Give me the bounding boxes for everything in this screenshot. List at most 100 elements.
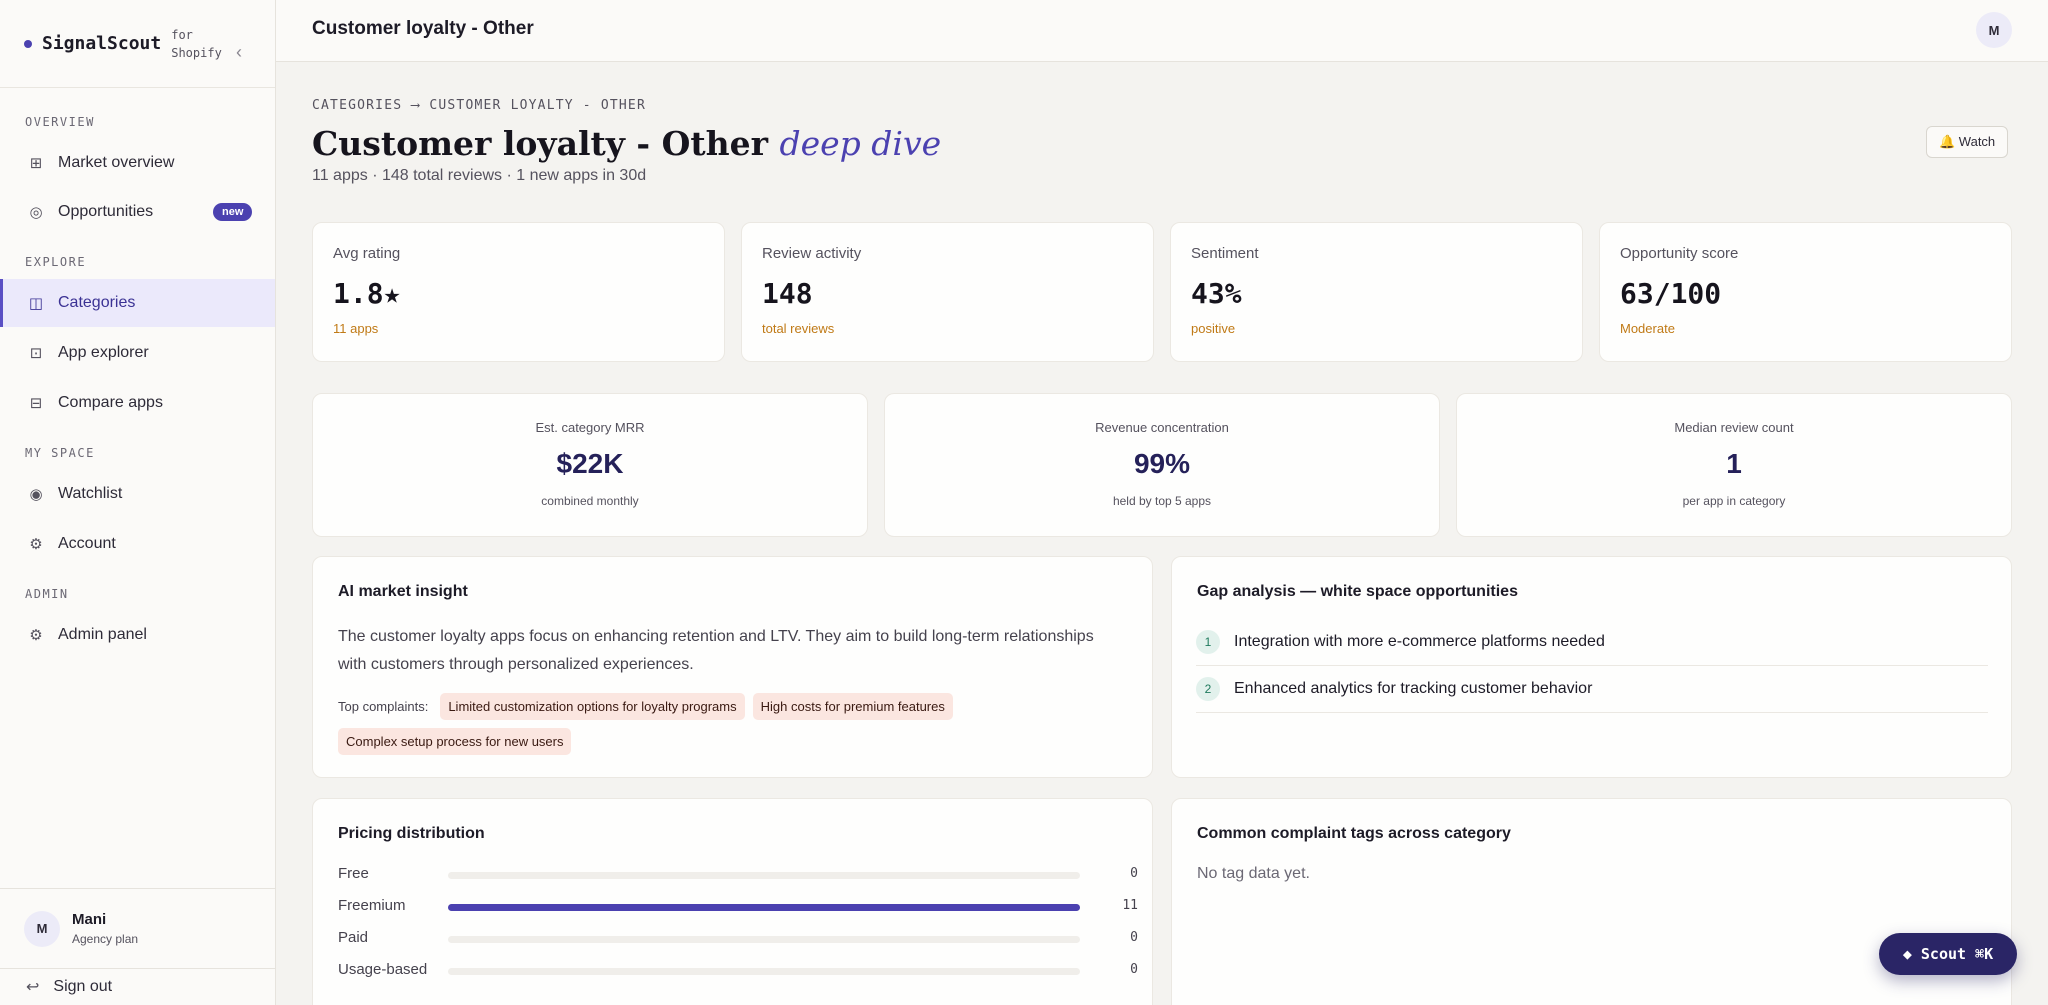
gap-text: Integration with more e-commerce platfor… bbox=[1234, 633, 1605, 650]
avatar: M bbox=[24, 910, 60, 947]
new-badge: new bbox=[213, 203, 253, 221]
nav-section-admin: ADMIN bbox=[25, 587, 69, 601]
sidebar-item-label: Watchlist bbox=[58, 485, 123, 502]
topbar: Customer loyalty - Other M bbox=[276, 0, 2048, 62]
chevron-left-icon[interactable]: ‹ bbox=[236, 42, 242, 62]
stat-value: 1.8★ bbox=[333, 277, 401, 310]
pricing-count: 0 bbox=[1130, 962, 1138, 977]
brand-dot-icon bbox=[24, 39, 32, 48]
card-title: AI market insight bbox=[338, 583, 468, 600]
kpi-card-revenue-concentration: Revenue concentration 99% held by top 5 … bbox=[884, 393, 1440, 537]
stat-label: Opportunity score bbox=[1620, 245, 1739, 262]
card-title: Common complaint tags across category bbox=[1197, 825, 1511, 842]
sidebar-item-opportunities[interactable]: ◎ Opportunities new bbox=[0, 188, 275, 236]
eye-icon: ◉ bbox=[29, 486, 43, 503]
sidebar-item-label: Admin panel bbox=[58, 626, 147, 643]
stat-label: Review activity bbox=[762, 245, 862, 262]
compare-icon: ⊟ bbox=[29, 395, 43, 412]
stat-value: 43% bbox=[1191, 277, 1242, 310]
empty-state-text: No tag data yet. bbox=[1197, 865, 1310, 882]
sidebar-item-app-explorer[interactable]: ⊡ App explorer bbox=[0, 329, 275, 377]
kpi-value: $22K bbox=[556, 448, 624, 479]
stat-sub: positive bbox=[1191, 321, 1236, 336]
pricing-count: 0 bbox=[1130, 930, 1138, 945]
brand-suffix: for Shopify bbox=[171, 27, 222, 60]
pricing-row: Freemium 11 bbox=[338, 897, 1138, 917]
pricing-count: 11 bbox=[1122, 898, 1138, 913]
gap-text: Enhanced analytics for tracking customer… bbox=[1234, 680, 1593, 697]
sidebar-item-market-overview[interactable]: ⊞ Market overview bbox=[0, 139, 275, 187]
sidebar: SignalScout for Shopify ‹ OVERVIEW ⊞ Mar… bbox=[0, 0, 276, 1005]
main-content: CATEGORIES ⟶ CUSTOMER LOYALTY - OTHER Cu… bbox=[276, 62, 2048, 1005]
pricing-label: Free bbox=[338, 865, 369, 882]
sidebar-item-compare-apps[interactable]: ⊟ Compare apps bbox=[0, 379, 275, 427]
user-plan: Agency plan bbox=[72, 932, 139, 946]
breadcrumb: CATEGORIES ⟶ CUSTOMER LOYALTY - OTHER bbox=[312, 98, 646, 113]
gear-icon: ⚙ bbox=[29, 627, 43, 644]
stat-card-sentiment: Sentiment 43% positive bbox=[1170, 222, 1583, 362]
grid-icon: ⊞ bbox=[29, 155, 43, 172]
target-icon: ◎ bbox=[29, 204, 43, 221]
sign-out-button[interactable]: ↩ Sign out bbox=[0, 968, 275, 1005]
sidebar-item-label: Account bbox=[58, 535, 116, 552]
gear-icon: ⚙ bbox=[29, 536, 43, 553]
nav-section-overview: OVERVIEW bbox=[25, 115, 95, 129]
sidebar-item-label: Market overview bbox=[58, 154, 175, 171]
pricing-bar-track bbox=[448, 936, 1080, 943]
kpi-value: 99% bbox=[1133, 448, 1191, 479]
page-title-accent: deep dive bbox=[779, 124, 942, 163]
kpi-sub: per app in category bbox=[1682, 494, 1786, 508]
stat-sub: total reviews bbox=[762, 321, 835, 336]
topbar-title: Customer loyalty - Other bbox=[312, 18, 534, 39]
sidebar-item-account[interactable]: ⚙ Account bbox=[0, 520, 275, 568]
stat-label: Sentiment bbox=[1191, 245, 1259, 262]
user-profile[interactable]: M Mani Agency plan bbox=[0, 888, 275, 968]
kpi-label: Revenue concentration bbox=[1095, 420, 1229, 435]
kpi-label: Est. category MRR bbox=[535, 420, 645, 435]
nav-section-explore: EXPLORE bbox=[25, 255, 87, 269]
sidebar-item-admin-panel[interactable]: ⚙ Admin panel bbox=[0, 611, 275, 659]
complaint-tag[interactable]: Limited customization options for loyalt… bbox=[440, 693, 745, 720]
kpi-card-mrr: Est. category MRR $22K combined monthly bbox=[312, 393, 868, 537]
pricing-distribution-card: Pricing distribution Free 0 Freemium 11 Paid… bbox=[312, 798, 1153, 1005]
card-title: Gap analysis — white space opportunities bbox=[1197, 583, 1518, 600]
kpi-value: 1 bbox=[1726, 448, 1742, 479]
pricing-row: Free 0 bbox=[338, 865, 1138, 885]
pricing-count: 0 bbox=[1130, 866, 1138, 881]
sidebar-item-categories[interactable]: ◫ Categories bbox=[0, 279, 275, 327]
top-complaints: Top complaints: Limited customization op… bbox=[338, 693, 1138, 755]
sidebar-item-label: App explorer bbox=[58, 344, 149, 361]
kpi-label: Median review count bbox=[1674, 420, 1794, 435]
pricing-bar-track bbox=[448, 968, 1080, 975]
scout-button[interactable]: ◆ Scout ⌘K bbox=[1879, 933, 2017, 975]
gap-number: 1 bbox=[1196, 630, 1220, 654]
pricing-row: Paid 0 bbox=[338, 929, 1138, 949]
gap-analysis-card: Gap analysis — white space opportunities… bbox=[1171, 556, 2012, 778]
card-title: Pricing distribution bbox=[338, 825, 485, 842]
sidebar-item-label: Opportunities bbox=[58, 203, 154, 220]
nav-section-my-space: MY SPACE bbox=[25, 446, 95, 460]
complaint-tags-card: Common complaint tags across category No… bbox=[1171, 798, 2012, 1005]
page-title: Customer loyalty - Other deep dive bbox=[312, 124, 941, 163]
sign-out-icon: ↩ bbox=[26, 979, 40, 996]
pricing-bar-fill bbox=[448, 904, 1080, 911]
complaint-tag[interactable]: High costs for premium features bbox=[752, 693, 953, 720]
stat-sub: Moderate bbox=[1620, 321, 1675, 336]
stat-value: 148 bbox=[762, 277, 813, 310]
avatar[interactable]: M bbox=[1976, 12, 2012, 48]
user-name: Mani bbox=[72, 911, 107, 928]
kpi-sub: combined monthly bbox=[541, 494, 639, 508]
pricing-bar-track bbox=[448, 904, 1080, 911]
stat-card-review-activity: Review activity 148 total reviews bbox=[741, 222, 1154, 362]
list-item: 2 Enhanced analytics for tracking custom… bbox=[1196, 666, 1988, 713]
columns-icon: ◫ bbox=[28, 295, 44, 312]
stat-value: 63/100 bbox=[1620, 277, 1722, 310]
complaint-tag[interactable]: Complex setup process for new users bbox=[338, 728, 572, 755]
sidebar-item-label: Categories bbox=[58, 294, 136, 311]
pricing-row: Usage-based 0 bbox=[338, 961, 1138, 981]
sidebar-item-watchlist[interactable]: ◉ Watchlist bbox=[0, 470, 275, 518]
page-subtitle: 11 apps · 148 total reviews · 1 new apps… bbox=[312, 167, 647, 184]
brand-name[interactable]: SignalScout bbox=[42, 33, 162, 54]
box-icon: ⊡ bbox=[29, 345, 43, 362]
watch-button[interactable]: 🔔 Watch bbox=[1926, 126, 2009, 158]
